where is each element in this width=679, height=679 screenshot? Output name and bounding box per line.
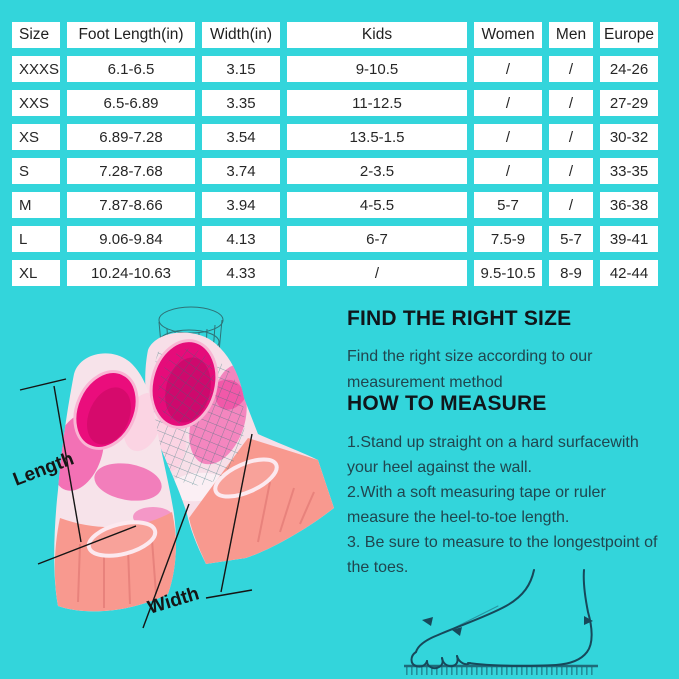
table-cell: 6.1-6.5 xyxy=(67,56,195,82)
measure-arrows xyxy=(422,616,593,636)
table-cell: 3.54 xyxy=(202,124,280,150)
table-cell: 3.35 xyxy=(202,90,280,116)
table-cell: 9.5-10.5 xyxy=(474,260,542,286)
table-cell: / xyxy=(287,260,467,286)
table-cell: 39-41 xyxy=(600,226,658,252)
table-cell: M xyxy=(12,192,60,218)
table-cell: / xyxy=(549,90,593,116)
table-cell: 33-35 xyxy=(600,158,658,184)
table-cell: / xyxy=(474,56,542,82)
table-cell: 3.74 xyxy=(202,158,280,184)
header-cell: Width(in) xyxy=(202,22,280,48)
left-fin xyxy=(54,353,176,612)
header-cell: Foot Length(in) xyxy=(67,22,195,48)
table-cell: XXS xyxy=(12,90,60,116)
table-cell: 5-7 xyxy=(549,226,593,252)
table-cell: XXXS xyxy=(12,56,60,82)
table-cell: / xyxy=(549,124,593,150)
fins-photo: Length Width xyxy=(10,306,334,629)
table-cell: 42-44 xyxy=(600,260,658,286)
table-cell: 4-5.5 xyxy=(287,192,467,218)
header-cell: Europe xyxy=(600,22,658,48)
table-cell: S xyxy=(12,158,60,184)
table-cell: 24-26 xyxy=(600,56,658,82)
table-cell: / xyxy=(549,158,593,184)
how-to-measure-steps: 1.Stand up straight on a hard surfacewit… xyxy=(347,434,658,576)
foot-outline xyxy=(410,569,593,670)
table-cell: / xyxy=(474,124,542,150)
find-size-description: Find the right size according to our mea… xyxy=(347,348,593,391)
size-table: Size Foot Length(in) Width(in) Kids Women Men… xyxy=(12,22,658,286)
table-cell: 6.5-6.89 xyxy=(67,90,195,116)
table-cell: 8-9 xyxy=(549,260,593,286)
table-cell: 2-3.5 xyxy=(287,158,467,184)
table-cell: 9-10.5 xyxy=(287,56,467,82)
table-cell: / xyxy=(549,56,593,82)
how-to-measure-title: HOW TO MEASURE xyxy=(347,392,547,415)
table-cell: 3.94 xyxy=(202,192,280,218)
table-cell: 7.5-9 xyxy=(474,226,542,252)
header-cell: Men xyxy=(549,22,593,48)
table-cell: 7.28-7.68 xyxy=(67,158,195,184)
header-cell: Size xyxy=(12,22,60,48)
right-fin xyxy=(145,332,334,564)
table-cell: 3.15 xyxy=(202,56,280,82)
table-cell: 4.13 xyxy=(202,226,280,252)
table-cell: 13.5-1.5 xyxy=(287,124,467,150)
table-cell: 5-7 xyxy=(474,192,542,218)
header-cell: Kids xyxy=(287,22,467,48)
table-cell: 11-12.5 xyxy=(287,90,467,116)
table-cell: 6.89-7.28 xyxy=(67,124,195,150)
table-cell: 4.33 xyxy=(202,260,280,286)
table-cell: L xyxy=(12,226,60,252)
table-cell: 7.87-8.66 xyxy=(67,192,195,218)
table-cell: 6-7 xyxy=(287,226,467,252)
table-cell: XL xyxy=(12,260,60,286)
table-cell: 36-38 xyxy=(600,192,658,218)
find-size-title: FIND THE RIGHT SIZE xyxy=(347,307,572,330)
header-cell: Women xyxy=(474,22,542,48)
table-cell: 9.06-9.84 xyxy=(67,226,195,252)
table-cell: / xyxy=(474,90,542,116)
foot-measure-diagram xyxy=(404,569,598,675)
table-cell: 27-29 xyxy=(600,90,658,116)
ruler xyxy=(404,664,598,675)
measurement-lines xyxy=(19,378,253,629)
table-cell: 30-32 xyxy=(600,124,658,150)
table-cell: / xyxy=(474,158,542,184)
table-cell: 10.24-10.63 xyxy=(67,260,195,286)
table-cell: XS xyxy=(12,124,60,150)
table-cell: / xyxy=(549,192,593,218)
